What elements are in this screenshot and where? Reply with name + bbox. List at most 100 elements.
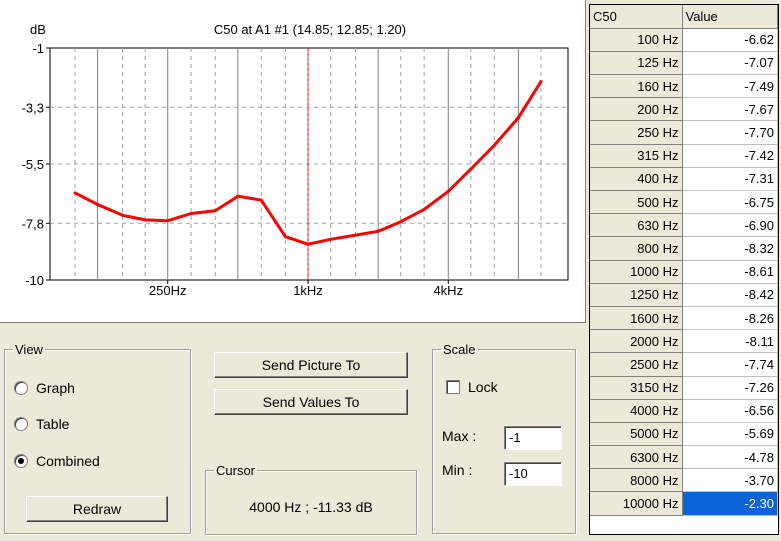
table-row[interactable]: 6300 Hz -4.78 bbox=[590, 445, 778, 470]
data-point bbox=[259, 198, 263, 202]
y-tick-label: -5,5 bbox=[22, 157, 44, 172]
table-row[interactable]: 315 Hz -7.42 bbox=[590, 144, 778, 168]
column-header-c50[interactable]: C50 bbox=[590, 5, 683, 29]
table-row[interactable]: 630 Hz -6.90 bbox=[590, 213, 778, 238]
y-tick-label: -3,3 bbox=[22, 100, 44, 115]
table-row[interactable]: 200 Hz -7.67 bbox=[590, 97, 778, 122]
data-point bbox=[166, 219, 170, 223]
data-point bbox=[73, 191, 77, 195]
cursor-group: Cursor bbox=[205, 463, 417, 535]
data-point bbox=[143, 218, 147, 222]
table-radio[interactable] bbox=[14, 417, 28, 431]
row-value[interactable]: -7.26 bbox=[682, 376, 778, 400]
min-field[interactable]: -10 bbox=[504, 462, 562, 486]
row-frequency: 4000 Hz bbox=[590, 399, 683, 423]
row-value[interactable]: -7.70 bbox=[682, 120, 778, 145]
table-row[interactable]: 4000 Hz -6.56 bbox=[590, 399, 778, 423]
y-tick-label: -10 bbox=[25, 273, 44, 288]
table-row[interactable]: 5000 Hz -5.69 bbox=[590, 422, 778, 447]
row-value[interactable]: -6.90 bbox=[682, 213, 778, 238]
redraw-label: Redraw bbox=[72, 501, 122, 517]
row-frequency: 6300 Hz bbox=[590, 445, 683, 470]
send-values-button[interactable]: Send Values To bbox=[214, 389, 408, 415]
data-point bbox=[354, 233, 358, 237]
send-picture-label: Send Picture To bbox=[261, 357, 361, 373]
lock-checkbox[interactable] bbox=[446, 380, 460, 394]
row-value[interactable]: -8.11 bbox=[682, 329, 778, 354]
row-frequency: 500 Hz bbox=[590, 190, 683, 215]
table-row[interactable]: 125 Hz -7.07 bbox=[590, 51, 778, 76]
data-point bbox=[236, 194, 240, 198]
table-row[interactable]: 100 Hz -6.62 bbox=[590, 28, 778, 52]
data-point bbox=[306, 242, 310, 246]
max-field[interactable]: -1 bbox=[504, 426, 562, 450]
row-value[interactable]: -6.75 bbox=[682, 190, 778, 215]
row-value[interactable]: -3.70 bbox=[682, 468, 778, 493]
chart-unit-label: dB bbox=[30, 22, 46, 37]
chart-plot[interactable]: dB C50 at A1 #1 (14.85; 12.85; 1.20) -1 -… bbox=[0, 0, 585, 322]
combined-radio[interactable] bbox=[14, 454, 28, 468]
column-header-value[interactable]: Value bbox=[682, 5, 778, 29]
row-value[interactable]: -7.74 bbox=[682, 352, 778, 377]
row-frequency: 630 Hz bbox=[590, 213, 683, 238]
table-row[interactable]: 160 Hz -7.49 bbox=[590, 74, 778, 99]
table-row[interactable]: 250 Hz -7.70 bbox=[590, 120, 778, 145]
row-frequency: 1250 Hz bbox=[590, 283, 683, 307]
table-row[interactable]: 1250 Hz -8.42 bbox=[590, 283, 778, 307]
table-header-row: C50 Value bbox=[590, 5, 778, 29]
y-tick-label: -1 bbox=[32, 41, 44, 56]
table-row[interactable]: 2000 Hz -8.11 bbox=[590, 329, 778, 354]
row-value[interactable]: -7.31 bbox=[682, 167, 778, 192]
table-row[interactable]: 10000 Hz -2.30 bbox=[590, 491, 778, 516]
values-table[interactable]: C50 Value 100 Hz -6.62 125 Hz -7.07 160 Hz -7… bbox=[589, 4, 779, 535]
row-value[interactable]: -2.30 bbox=[682, 491, 778, 516]
x-tick-label: 4kHz bbox=[433, 283, 463, 298]
row-value[interactable]: -5.69 bbox=[682, 422, 778, 447]
data-point bbox=[329, 237, 333, 241]
graph-radio[interactable] bbox=[14, 381, 28, 395]
table-row[interactable]: 8000 Hz -3.70 bbox=[590, 468, 778, 493]
table-row[interactable]: 1600 Hz -8.26 bbox=[590, 306, 778, 331]
row-frequency: 160 Hz bbox=[590, 74, 683, 99]
table-row[interactable]: 400 Hz -7.31 bbox=[590, 167, 778, 192]
lock-checkbox-row[interactable]: Lock bbox=[446, 379, 498, 395]
row-value[interactable]: -7.67 bbox=[682, 97, 778, 122]
row-value[interactable]: -4.78 bbox=[682, 445, 778, 470]
view-option-combined[interactable]: Combined bbox=[14, 453, 100, 469]
row-value[interactable]: -8.32 bbox=[682, 236, 778, 261]
min-label: Min : bbox=[442, 462, 473, 478]
row-value[interactable]: -8.26 bbox=[682, 306, 778, 331]
scale-group-label: Scale bbox=[443, 342, 476, 357]
send-values-label: Send Values To bbox=[262, 394, 360, 410]
row-value[interactable]: -6.62 bbox=[682, 28, 778, 52]
view-option-label: Graph bbox=[36, 380, 75, 396]
data-point bbox=[469, 167, 473, 171]
row-value[interactable]: -7.07 bbox=[682, 51, 778, 76]
chart-title: C50 at A1 #1 (14.85; 12.85; 1.20) bbox=[214, 22, 406, 37]
table-row[interactable]: 2500 Hz -7.74 bbox=[590, 352, 778, 377]
data-point bbox=[492, 143, 496, 147]
view-option-graph[interactable]: Graph bbox=[14, 380, 75, 396]
row-frequency: 125 Hz bbox=[590, 51, 683, 76]
row-value[interactable]: -8.42 bbox=[682, 283, 778, 307]
table-row[interactable]: 800 Hz -8.32 bbox=[590, 236, 778, 261]
row-value[interactable]: -7.42 bbox=[682, 144, 778, 168]
row-value[interactable]: -7.49 bbox=[682, 74, 778, 99]
row-frequency: 1600 Hz bbox=[590, 306, 683, 331]
data-point bbox=[422, 207, 426, 211]
view-option-table[interactable]: Table bbox=[14, 416, 69, 432]
row-frequency: 250 Hz bbox=[590, 120, 683, 145]
table-row[interactable]: 3150 Hz -7.26 bbox=[590, 376, 778, 400]
row-frequency: 8000 Hz bbox=[590, 468, 683, 493]
cursor-readout: 4000 Hz ; -11.33 dB bbox=[249, 499, 373, 515]
redraw-button[interactable]: Redraw bbox=[26, 496, 168, 522]
table-row[interactable]: 500 Hz -6.75 bbox=[590, 190, 778, 215]
send-picture-button[interactable]: Send Picture To bbox=[214, 352, 408, 378]
row-value[interactable]: -6.56 bbox=[682, 399, 778, 423]
table-row[interactable]: 1000 Hz -8.61 bbox=[590, 260, 778, 284]
cursor-group-label: Cursor bbox=[216, 463, 256, 478]
data-point bbox=[516, 116, 520, 120]
row-value[interactable]: -8.61 bbox=[682, 260, 778, 284]
chart-panel[interactable]: dB C50 at A1 #1 (14.85; 12.85; 1.20) -1 -… bbox=[0, 0, 586, 323]
row-frequency: 315 Hz bbox=[590, 144, 683, 168]
